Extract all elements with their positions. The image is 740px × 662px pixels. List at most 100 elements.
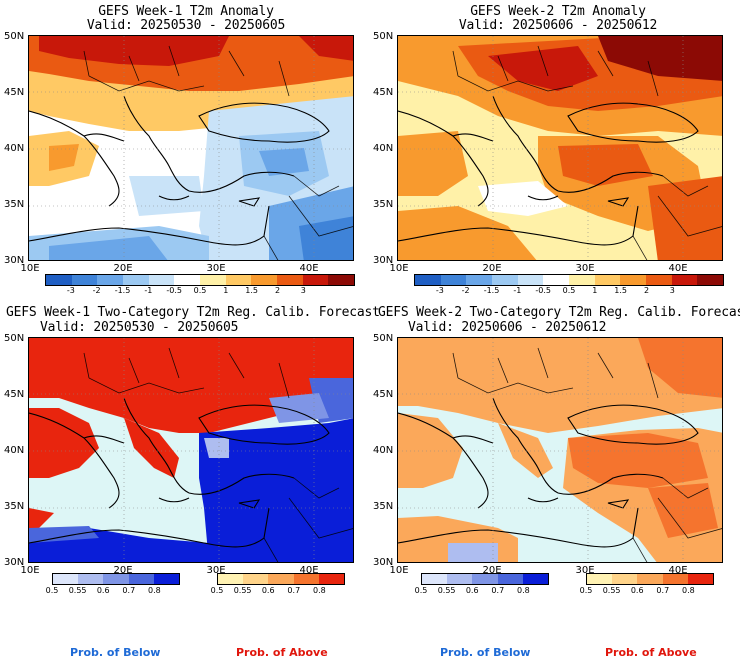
panel4-above-swatch-4 <box>687 574 714 584</box>
panel2-lon-20: 20E <box>482 263 502 274</box>
panel4-lon-30: 30E <box>575 565 595 576</box>
panel3-below-caption: Prob. of Below <box>70 646 161 659</box>
panel3-above-colorbar <box>217 573 345 585</box>
panel1-colorbar-swatch-5 <box>174 275 201 285</box>
panel1-colorbar-swatch-3 <box>123 275 149 285</box>
panel2-colorbar-swatch-1 <box>440 275 467 285</box>
panel3-lon-20: 20E <box>113 565 133 576</box>
panel3-above-label-2: 0.6 <box>261 586 275 595</box>
panel3-lon-10: 10E <box>20 565 40 576</box>
panel1-lat-45: 45N <box>4 87 25 98</box>
panel1-lat-35: 35N <box>4 199 25 210</box>
panel1-colorbar-label-1: -2 <box>92 286 101 295</box>
panel2-colorbar-label-3: -1 <box>513 286 522 295</box>
panel4-below-swatch-3 <box>497 574 523 584</box>
panel2-colorbar-swatch-5 <box>543 275 570 285</box>
panel4-lat-35: 35N <box>373 501 394 512</box>
panel3-lon-30: 30E <box>206 565 226 576</box>
panel3-above-swatch-4 <box>318 574 345 584</box>
panel4-above-swatch-1 <box>612 574 638 584</box>
panel3-below-label-1: 0.55 <box>68 586 87 595</box>
panel2-colorbar-label-7: 1.5 <box>614 286 628 295</box>
panel4-title: GEFS Week-2 Two-Category T2m Reg. Calib.… <box>378 305 740 320</box>
panel4-above-swatch-2 <box>637 574 663 584</box>
panel2-colorbar-swatch-9 <box>646 275 672 285</box>
panel1-lat-50: 50N <box>4 31 25 42</box>
panel4-valid: Valid: 20250606 - 20250612 <box>408 320 607 335</box>
panel1-lon-40: 40E <box>299 263 319 274</box>
panel2-map <box>397 35 723 261</box>
panel1-colorbar <box>45 274 355 286</box>
panel3-below-swatch-4 <box>153 574 180 584</box>
panel2-lon-10: 10E <box>389 263 409 274</box>
panel3-above-swatch-0 <box>218 574 244 584</box>
panel1-lon-30: 30E <box>206 263 226 274</box>
panel1-colorbar-swatch-1 <box>71 275 98 285</box>
panel4-below-swatch-0 <box>422 574 448 584</box>
panel4-lon-20: 20E <box>482 565 502 576</box>
panel2-colorbar-swatch-2 <box>466 275 493 285</box>
panel4-below-colorbar <box>421 573 549 585</box>
panel4-above-caption: Prob. of Above <box>605 646 697 659</box>
panel2-lat-45: 45N <box>373 87 394 98</box>
panel3-map <box>28 337 354 563</box>
panel2-colorbar-swatch-6 <box>569 275 595 285</box>
panel2-colorbar-label-2: -1.5 <box>483 286 500 295</box>
panel1-colorbar-swatch-4 <box>148 275 175 285</box>
panel2-colorbar <box>414 274 724 286</box>
panel3-lat-35: 35N <box>4 501 25 512</box>
panel1-lat-40: 40N <box>4 143 25 154</box>
panel2-lat-35: 35N <box>373 199 394 210</box>
panel2-valid: Valid: 20250606 - 20250612 <box>458 18 658 33</box>
panel1-colorbar-label-3: -1 <box>144 286 153 295</box>
panel3-above-label-3: 0.7 <box>287 586 301 595</box>
panel4-lat-45: 45N <box>373 389 394 400</box>
panel4-below-label-2: 0.6 <box>465 586 479 595</box>
panel3-lat-45: 45N <box>4 389 25 400</box>
panel4-below-swatch-4 <box>522 574 549 584</box>
panel2-lat-30: 30N <box>373 255 394 266</box>
panel1-colorbar-swatch-8 <box>251 275 278 285</box>
panel1-colorbar-label-2: -1.5 <box>114 286 131 295</box>
panel1-title: GEFS Week-1 T2m Anomaly <box>98 4 274 19</box>
panel4-below-caption: Prob. of Below <box>440 646 531 659</box>
panel1-lon-10: 10E <box>20 263 40 274</box>
panel2-colorbar-swatch-4 <box>517 275 544 285</box>
panel2-colorbar-swatch-11 <box>697 275 724 285</box>
panel2-colorbar-label-5: 0.5 <box>562 286 576 295</box>
panel1-colorbar-label-6: 1 <box>223 286 229 295</box>
panel4-below-label-0: 0.5 <box>414 586 428 595</box>
panel3-above-swatch-2 <box>268 574 294 584</box>
panel4-map <box>397 337 723 563</box>
panel2-colorbar-label-6: 1 <box>592 286 598 295</box>
panel2-lon-40: 40E <box>668 263 688 274</box>
panel1-colorbar-swatch-6 <box>200 275 226 285</box>
panel3-lat-30: 30N <box>4 557 25 568</box>
panel2-title: GEFS Week-2 T2m Anomaly <box>470 4 646 19</box>
panel2-colorbar-swatch-7 <box>594 275 621 285</box>
panel4-above-swatch-0 <box>587 574 613 584</box>
panel1-colorbar-swatch-11 <box>328 275 355 285</box>
panel1-colorbar-swatch-2 <box>97 275 124 285</box>
panel1-colorbar-label-5: 0.5 <box>193 286 207 295</box>
panel2-colorbar-label-9: 3 <box>669 286 675 295</box>
panel3-below-label-3: 0.7 <box>122 586 136 595</box>
panel3-above-swatch-1 <box>243 574 269 584</box>
panel4-lon-40: 40E <box>668 565 688 576</box>
panel4-below-label-4: 0.8 <box>517 586 530 595</box>
panel3-below-label-0: 0.5 <box>45 586 59 595</box>
panel2-colorbar-swatch-0 <box>415 275 441 285</box>
panel3-above-swatch-3 <box>293 574 319 584</box>
panel4-above-label-2: 0.6 <box>630 586 644 595</box>
panel4-below-label-3: 0.7 <box>491 586 505 595</box>
panel1-colorbar-label-4: -0.5 <box>166 286 182 295</box>
panel3-above-label-0: 0.5 <box>210 586 224 595</box>
panel3-below-swatch-3 <box>128 574 154 584</box>
panel1-lon-20: 20E <box>113 263 133 274</box>
panel3-valid: Valid: 20250530 - 20250605 <box>40 320 239 335</box>
panel3-lon-40: 40E <box>299 565 319 576</box>
panel3-lat-40: 40N <box>4 445 25 456</box>
panel3-lat-50: 50N <box>4 333 25 344</box>
panel2-colorbar-swatch-3 <box>492 275 518 285</box>
panel4-below-swatch-1 <box>447 574 473 584</box>
